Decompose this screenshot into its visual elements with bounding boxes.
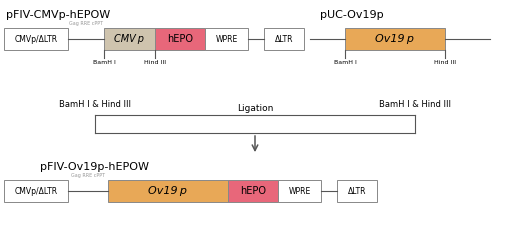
- Text: BamH I: BamH I: [92, 60, 115, 65]
- FancyBboxPatch shape: [344, 28, 444, 50]
- Text: ΔLTR: ΔLTR: [274, 34, 293, 43]
- Text: CMVp/ΔLTR: CMVp/ΔLTR: [14, 186, 58, 196]
- FancyBboxPatch shape: [228, 180, 277, 202]
- FancyBboxPatch shape: [4, 180, 68, 202]
- FancyBboxPatch shape: [104, 28, 155, 50]
- Text: Hind III: Hind III: [144, 60, 166, 65]
- Text: Ov19 p: Ov19 p: [375, 34, 414, 44]
- FancyBboxPatch shape: [108, 180, 228, 202]
- Text: Gag RRE cPPT: Gag RRE cPPT: [69, 21, 103, 26]
- Text: ΔLTR: ΔLTR: [347, 186, 365, 196]
- Text: BamH I & Hind III: BamH I & Hind III: [378, 100, 450, 109]
- FancyBboxPatch shape: [205, 28, 247, 50]
- FancyBboxPatch shape: [264, 28, 303, 50]
- Text: Gag RRE cPPT: Gag RRE cPPT: [71, 173, 105, 178]
- Text: WPRE: WPRE: [288, 186, 310, 196]
- Text: Hind III: Hind III: [433, 60, 455, 65]
- FancyBboxPatch shape: [4, 28, 68, 50]
- Text: pFIV-CMVp-hEPOW: pFIV-CMVp-hEPOW: [6, 10, 110, 20]
- Text: CMV p: CMV p: [115, 34, 144, 44]
- FancyBboxPatch shape: [277, 180, 320, 202]
- Text: BamH I & Hind III: BamH I & Hind III: [59, 100, 131, 109]
- Text: CMVp/ΔLTR: CMVp/ΔLTR: [14, 34, 58, 43]
- Text: WPRE: WPRE: [215, 34, 237, 43]
- Text: Ov19 p: Ov19 p: [148, 186, 187, 196]
- Text: pFIV-Ov19p-hEPOW: pFIV-Ov19p-hEPOW: [40, 162, 149, 172]
- Text: BamH I: BamH I: [333, 60, 356, 65]
- FancyBboxPatch shape: [336, 180, 376, 202]
- FancyBboxPatch shape: [155, 28, 205, 50]
- Text: pUC-Ov19p: pUC-Ov19p: [319, 10, 383, 20]
- Text: hEPO: hEPO: [166, 34, 192, 44]
- Text: hEPO: hEPO: [240, 186, 266, 196]
- Text: Ligation: Ligation: [236, 104, 273, 113]
